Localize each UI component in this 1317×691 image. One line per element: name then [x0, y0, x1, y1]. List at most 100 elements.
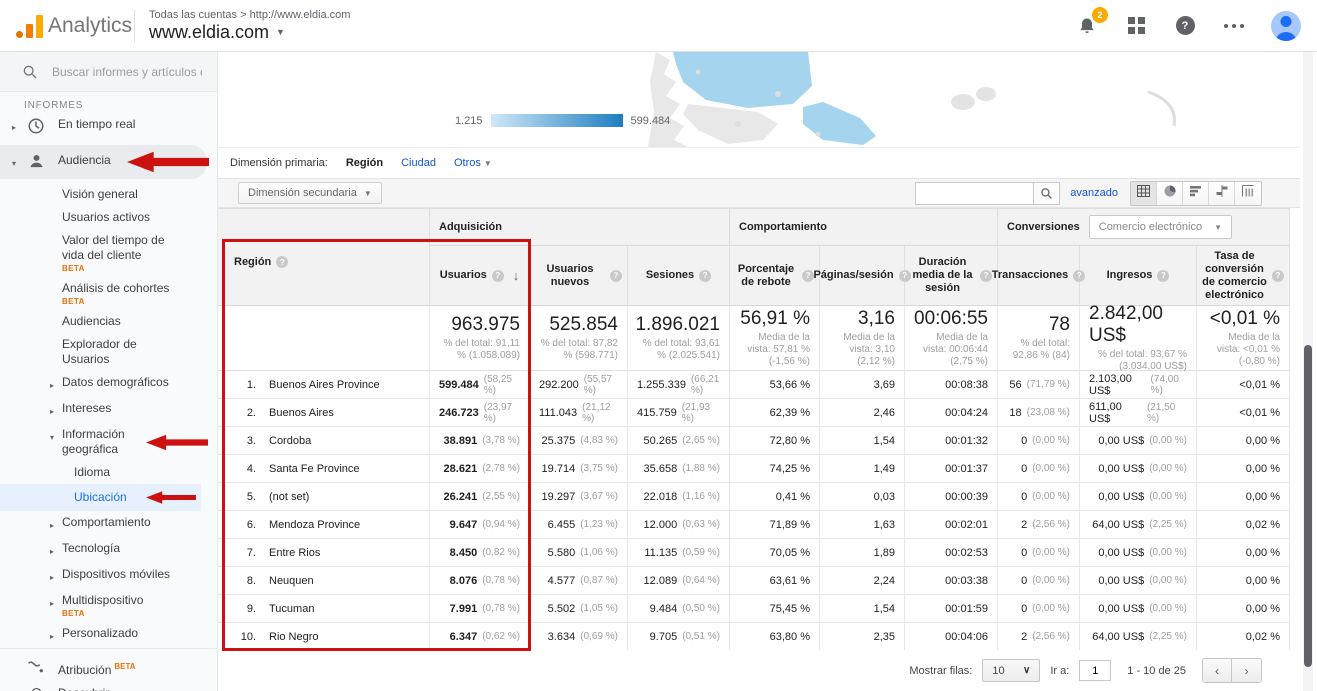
chevron-collapsed-icon[interactable]: ▸ [50, 515, 62, 533]
sidebar-item-dispositivos-moviles[interactable]: ▸Dispositivos móviles [0, 563, 217, 589]
cell-region[interactable]: 4.Santa Fe Province [218, 455, 430, 483]
table-search-input[interactable] [915, 182, 1033, 205]
cell-region[interactable]: 8.Neuquen [218, 567, 430, 595]
help-icon[interactable]: ? [699, 270, 711, 282]
property-selector[interactable]: www.eldia.com ▼ [149, 22, 350, 43]
conversions-selector[interactable]: Comercio electrónico ▼ [1089, 215, 1232, 239]
header-cell-region[interactable]: Región? [218, 246, 430, 306]
cell-rebote: 0,41 % [730, 483, 820, 511]
comparison-view-icon [1216, 184, 1228, 202]
chevron-collapsed-icon[interactable]: ▸ [50, 541, 62, 559]
help-icon[interactable]: ? [492, 270, 504, 282]
cell-value: 28.621 [444, 463, 478, 475]
app-header: Analytics Todas las cuentas > http://www… [0, 0, 1317, 52]
dimension-region[interactable]: Región [346, 157, 383, 169]
header-cell-sesiones[interactable]: Sesiones? [628, 246, 730, 306]
map-region-highlighted-1[interactable] [673, 52, 812, 108]
help-icon[interactable]: ? [802, 270, 814, 282]
prev-page-button[interactable]: ‹ [1203, 659, 1232, 682]
table-view-button[interactable] [1131, 182, 1157, 205]
header-cell-tasa[interactable]: Tasa de conversión de comercio electróni… [1197, 246, 1290, 306]
chevron-collapsed-icon[interactable]: ▸ [12, 117, 24, 135]
sidebar-item-vision-general[interactable]: Visión general [0, 183, 217, 206]
sidebar-item-audiencias[interactable]: Audiencias [0, 310, 217, 333]
percentage-view-button[interactable] [1157, 182, 1183, 205]
chevron-collapsed-icon[interactable]: ▸ [50, 626, 62, 644]
sidebar-item-idioma[interactable]: Idioma [0, 461, 217, 484]
header-cell-usuarios[interactable]: Usuarios?↓ [430, 246, 530, 306]
help-icon[interactable]: ? [1272, 270, 1284, 282]
header-cell-trans[interactable]: Transacciones? [998, 246, 1080, 306]
advanced-link[interactable]: avanzado [1070, 187, 1118, 199]
header-cell-ingresos[interactable]: Ingresos? [1080, 246, 1197, 306]
comparison-view-button[interactable] [1209, 182, 1235, 205]
header-cell-nuevos[interactable]: Usuarios nuevos? [530, 246, 628, 306]
help-button[interactable]: ? [1173, 14, 1197, 38]
sidebar-item-personalizado[interactable]: ▸Personalizado [0, 622, 217, 648]
chevron-expanded-icon[interactable]: ▾ [12, 153, 24, 171]
sidebar-search[interactable] [0, 52, 217, 92]
sidebar-item-usuarios-activos[interactable]: Usuarios activos [0, 206, 217, 229]
goto-page-input[interactable] [1079, 660, 1111, 681]
cell-value: 19.297 [542, 491, 576, 503]
sidebar-item-valor-del-tiempo-de-vida-del-cliente[interactable]: Valor del tiempo de vida del clienteBETA [0, 229, 217, 277]
map-region-highlighted-2[interactable] [803, 102, 876, 145]
sidebar-item-en-tiempo-real[interactable]: ▸En tiempo real [0, 113, 217, 139]
chevron-collapsed-icon[interactable]: ▸ [50, 375, 62, 393]
header-cell-duracion[interactable]: Duración media de la sesión? [905, 246, 998, 306]
secondary-dimension-button[interactable]: Dimensión secundaria ▼ [238, 182, 382, 204]
cell-tasa: 0,00 % [1197, 595, 1290, 623]
cell-region[interactable]: 10.Rio Negro [218, 623, 430, 651]
sidebar-item-label: Ubicación [74, 490, 127, 505]
help-icon[interactable]: ? [276, 256, 288, 268]
help-icon[interactable]: ? [980, 270, 992, 282]
chevron-expanded-icon[interactable]: ▾ [50, 427, 62, 445]
caret-spacer [12, 659, 24, 662]
sidebar-item-descubrir[interactable]: Descubrir [0, 682, 217, 691]
sidebar-item-audiencia[interactable]: ▾Audiencia [0, 145, 207, 179]
cell-ingresos: 0,00 US$(0,00 %) [1080, 427, 1197, 455]
sidebar-item-multidispositivo[interactable]: ▸MultidispositivoBETA [0, 589, 217, 622]
sidebar-item-intereses[interactable]: ▸Intereses [0, 397, 217, 423]
sidebar-item-comportamiento[interactable]: ▸Comportamiento [0, 511, 217, 537]
sidebar-item-analisis-de-cohortes[interactable]: Análisis de cohortesBETA [0, 277, 217, 310]
next-page-button[interactable]: › [1232, 659, 1261, 682]
cell-region[interactable]: 2.Buenos Aires [218, 399, 430, 427]
sidebar-item-informacion-geografica[interactable]: ▾Información geográfica [0, 423, 217, 461]
help-icon[interactable]: ? [1157, 270, 1169, 282]
cell-region[interactable]: 7.Entre Rios [218, 539, 430, 567]
header-cell-rebote[interactable]: Porcentaje de rebote? [730, 246, 820, 306]
cell-paginas: 2,35 [820, 623, 905, 651]
sidebar-item-explorador-de-usuarios[interactable]: Explorador de Usuarios [0, 333, 217, 371]
geo-map-fragment[interactable]: 1.215 599.484 [218, 52, 1300, 147]
apps-switcher-button[interactable] [1124, 14, 1148, 38]
chevron-collapsed-icon[interactable]: ▸ [50, 401, 62, 419]
cell-region[interactable]: 3.Cordoba [218, 427, 430, 455]
cell-nuevos: 292.200(55,57 %) [530, 371, 628, 399]
performance-view-button[interactable] [1183, 182, 1209, 205]
search-input[interactable] [52, 65, 202, 79]
help-icon[interactable]: ? [610, 270, 622, 282]
pivot-view-button[interactable] [1235, 182, 1261, 205]
cell-region[interactable]: 6.Mendoza Province [218, 511, 430, 539]
cell-region[interactable]: 5.(not set) [218, 483, 430, 511]
total-cell-rebote: 56,91 %Media de la vista: 57,81 % (-1,56… [730, 306, 820, 371]
cell-region[interactable]: 1.Buenos Aires Province [218, 371, 430, 399]
sidebar-item-ubicacion[interactable]: Ubicación [0, 484, 201, 511]
header-cell-paginas[interactable]: Páginas/sesión? [820, 246, 905, 306]
avatar[interactable] [1271, 11, 1301, 41]
chevron-collapsed-icon[interactable]: ▸ [50, 567, 62, 585]
sidebar-item-tecnologia[interactable]: ▸Tecnología [0, 537, 217, 563]
sidebar-item-atribucion[interactable]: AtribuciónBETA [0, 655, 217, 682]
table-search-button[interactable] [1033, 182, 1060, 205]
chevron-collapsed-icon[interactable]: ▸ [50, 593, 62, 611]
vertical-scrollbar[interactable] [1303, 52, 1313, 691]
cell-region[interactable]: 9.Tucuman [218, 595, 430, 623]
rows-per-page-select[interactable]: 10 ∨ [982, 659, 1040, 682]
overflow-menu-button[interactable] [1222, 14, 1246, 38]
dimension-other[interactable]: Otros▼ [454, 157, 492, 169]
sidebar-item-datos-demograficos[interactable]: ▸Datos demográficos [0, 371, 217, 397]
notifications-button[interactable]: 2 [1075, 14, 1099, 38]
dimension-city[interactable]: Ciudad [401, 157, 436, 169]
scrollbar-thumb[interactable] [1304, 345, 1312, 667]
